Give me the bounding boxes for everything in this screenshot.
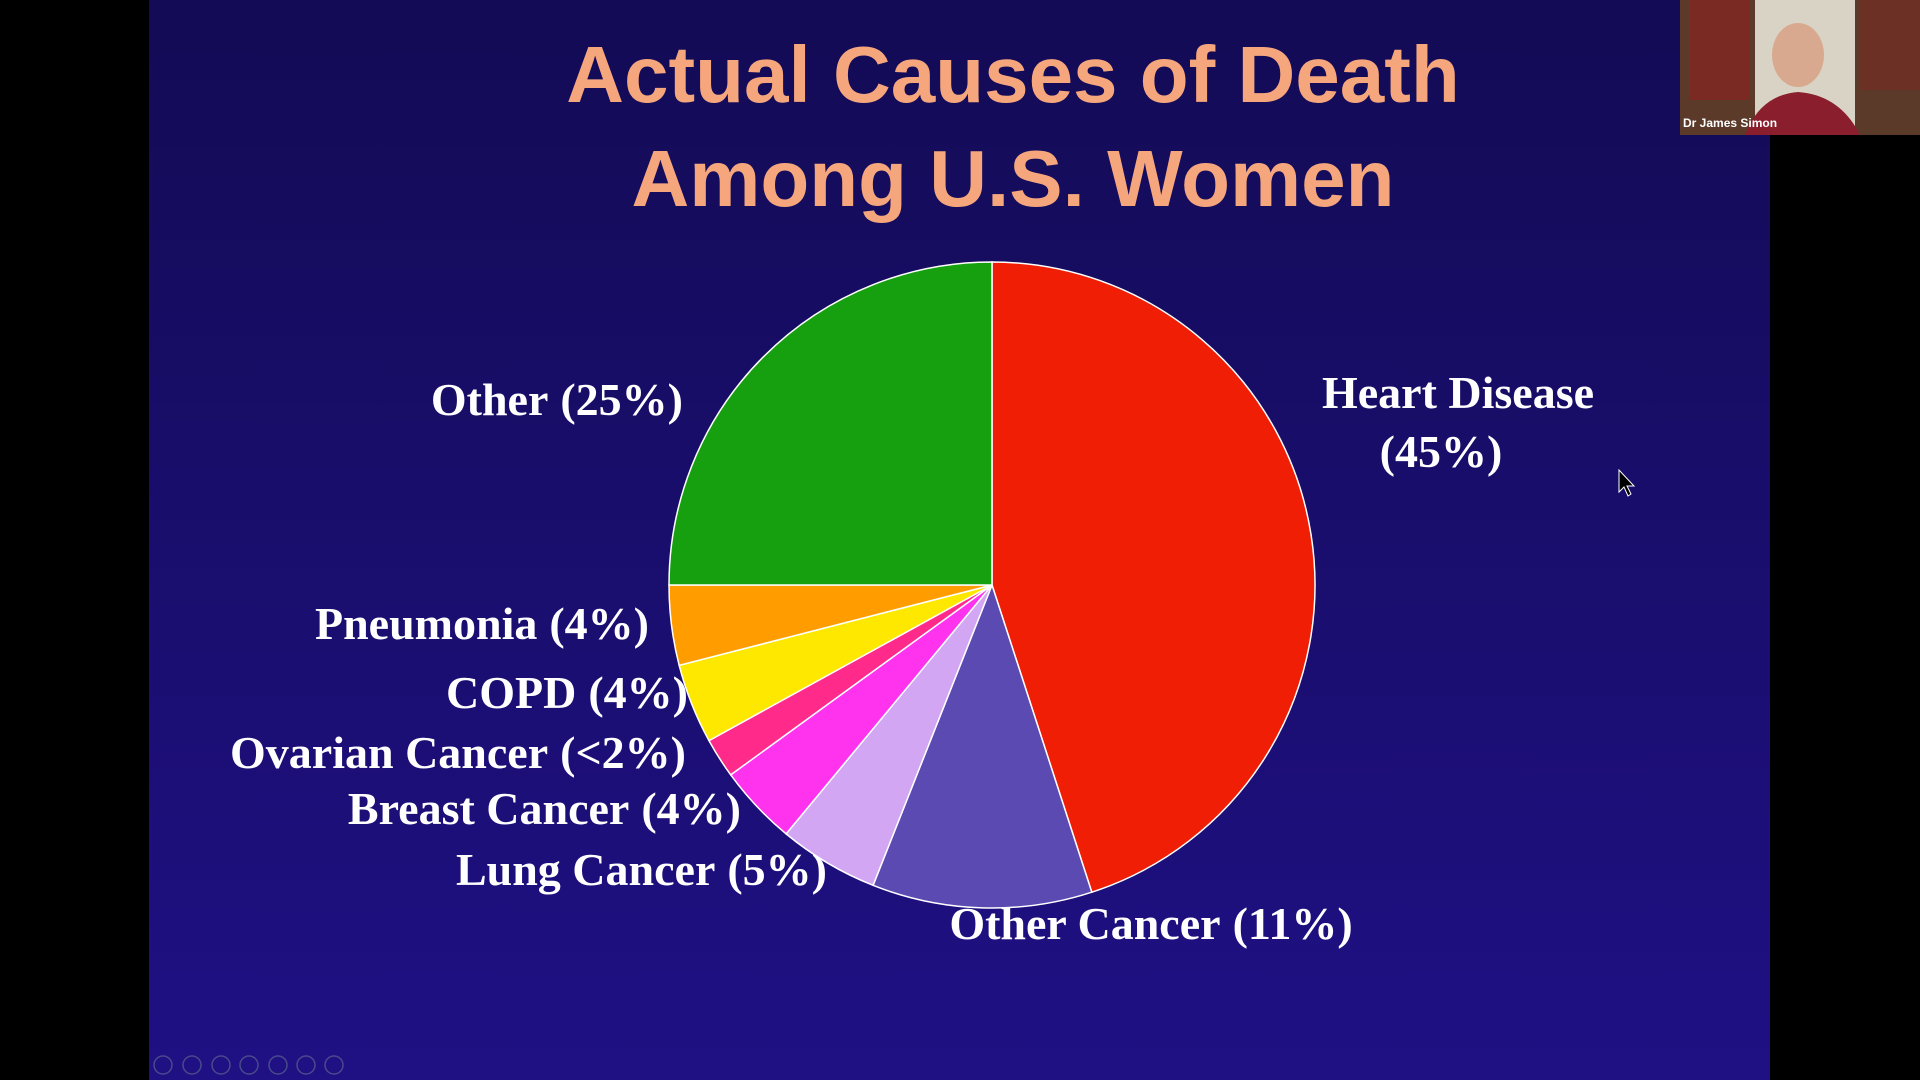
slideshow-toolbar[interactable]	[153, 1055, 344, 1075]
value-label: (4%)	[588, 667, 688, 718]
value-label: (5%)	[727, 844, 827, 895]
chart-title: Among U.S. Women	[632, 134, 1395, 223]
value-label: (45%)	[1380, 426, 1503, 477]
pie-chart	[668, 261, 1316, 909]
value-label: (25%)	[560, 374, 683, 425]
slice-label: Lung Cancer (5%)	[456, 844, 827, 895]
pie-slice	[991, 261, 1316, 894]
slice-label: Other Cancer (11%)	[949, 898, 1352, 949]
screen-button[interactable]	[296, 1055, 316, 1075]
zoom-button[interactable]	[268, 1055, 288, 1075]
face	[1772, 23, 1824, 87]
bookshelf	[1690, 0, 1750, 100]
category-label: Lung Cancer	[456, 844, 715, 895]
category-label: COPD	[446, 667, 576, 718]
chart-title: Actual Causes of Death	[566, 30, 1460, 119]
shirt	[1745, 92, 1860, 135]
value-label: (4%)	[549, 598, 649, 649]
value-label: (4%)	[641, 783, 741, 834]
value-label: (11%)	[1233, 898, 1353, 949]
mouse-cursor	[1618, 468, 1636, 497]
next-button[interactable]	[182, 1055, 202, 1075]
slice-label: Ovarian Cancer (<2%)	[230, 727, 686, 778]
slice-label: Breast Cancer (4%)	[348, 783, 741, 834]
slice-label: Other (25%)	[431, 374, 683, 425]
pie-slice	[872, 582, 1093, 909]
category-label: Pneumonia	[315, 598, 537, 649]
category-label: Heart Disease	[1322, 367, 1594, 418]
category-label: Breast Cancer	[348, 783, 629, 834]
prev-button[interactable]	[153, 1055, 173, 1075]
category-label: Ovarian Cancer	[230, 727, 548, 778]
pie-slice	[668, 261, 993, 586]
category-label: Other Cancer	[949, 898, 1220, 949]
slides-button[interactable]	[239, 1055, 259, 1075]
bookshelf	[1860, 0, 1920, 90]
slice-label: Heart Disease (45%)	[1322, 367, 1594, 477]
pen-button[interactable]	[211, 1055, 231, 1075]
slice-labels: Heart Disease (45%) Other Cancer (11%) Lung …	[230, 367, 1594, 949]
slice-label: COPD (4%)	[446, 667, 688, 718]
more-button[interactable]	[324, 1055, 344, 1075]
category-label: Other	[431, 374, 549, 425]
webcam: Dr James Simon	[1680, 0, 1920, 135]
presenter-name: Dr James Simon	[1683, 116, 1777, 130]
slice-label: Pneumonia (4%)	[315, 598, 649, 649]
value-label: (<2%)	[560, 727, 686, 778]
